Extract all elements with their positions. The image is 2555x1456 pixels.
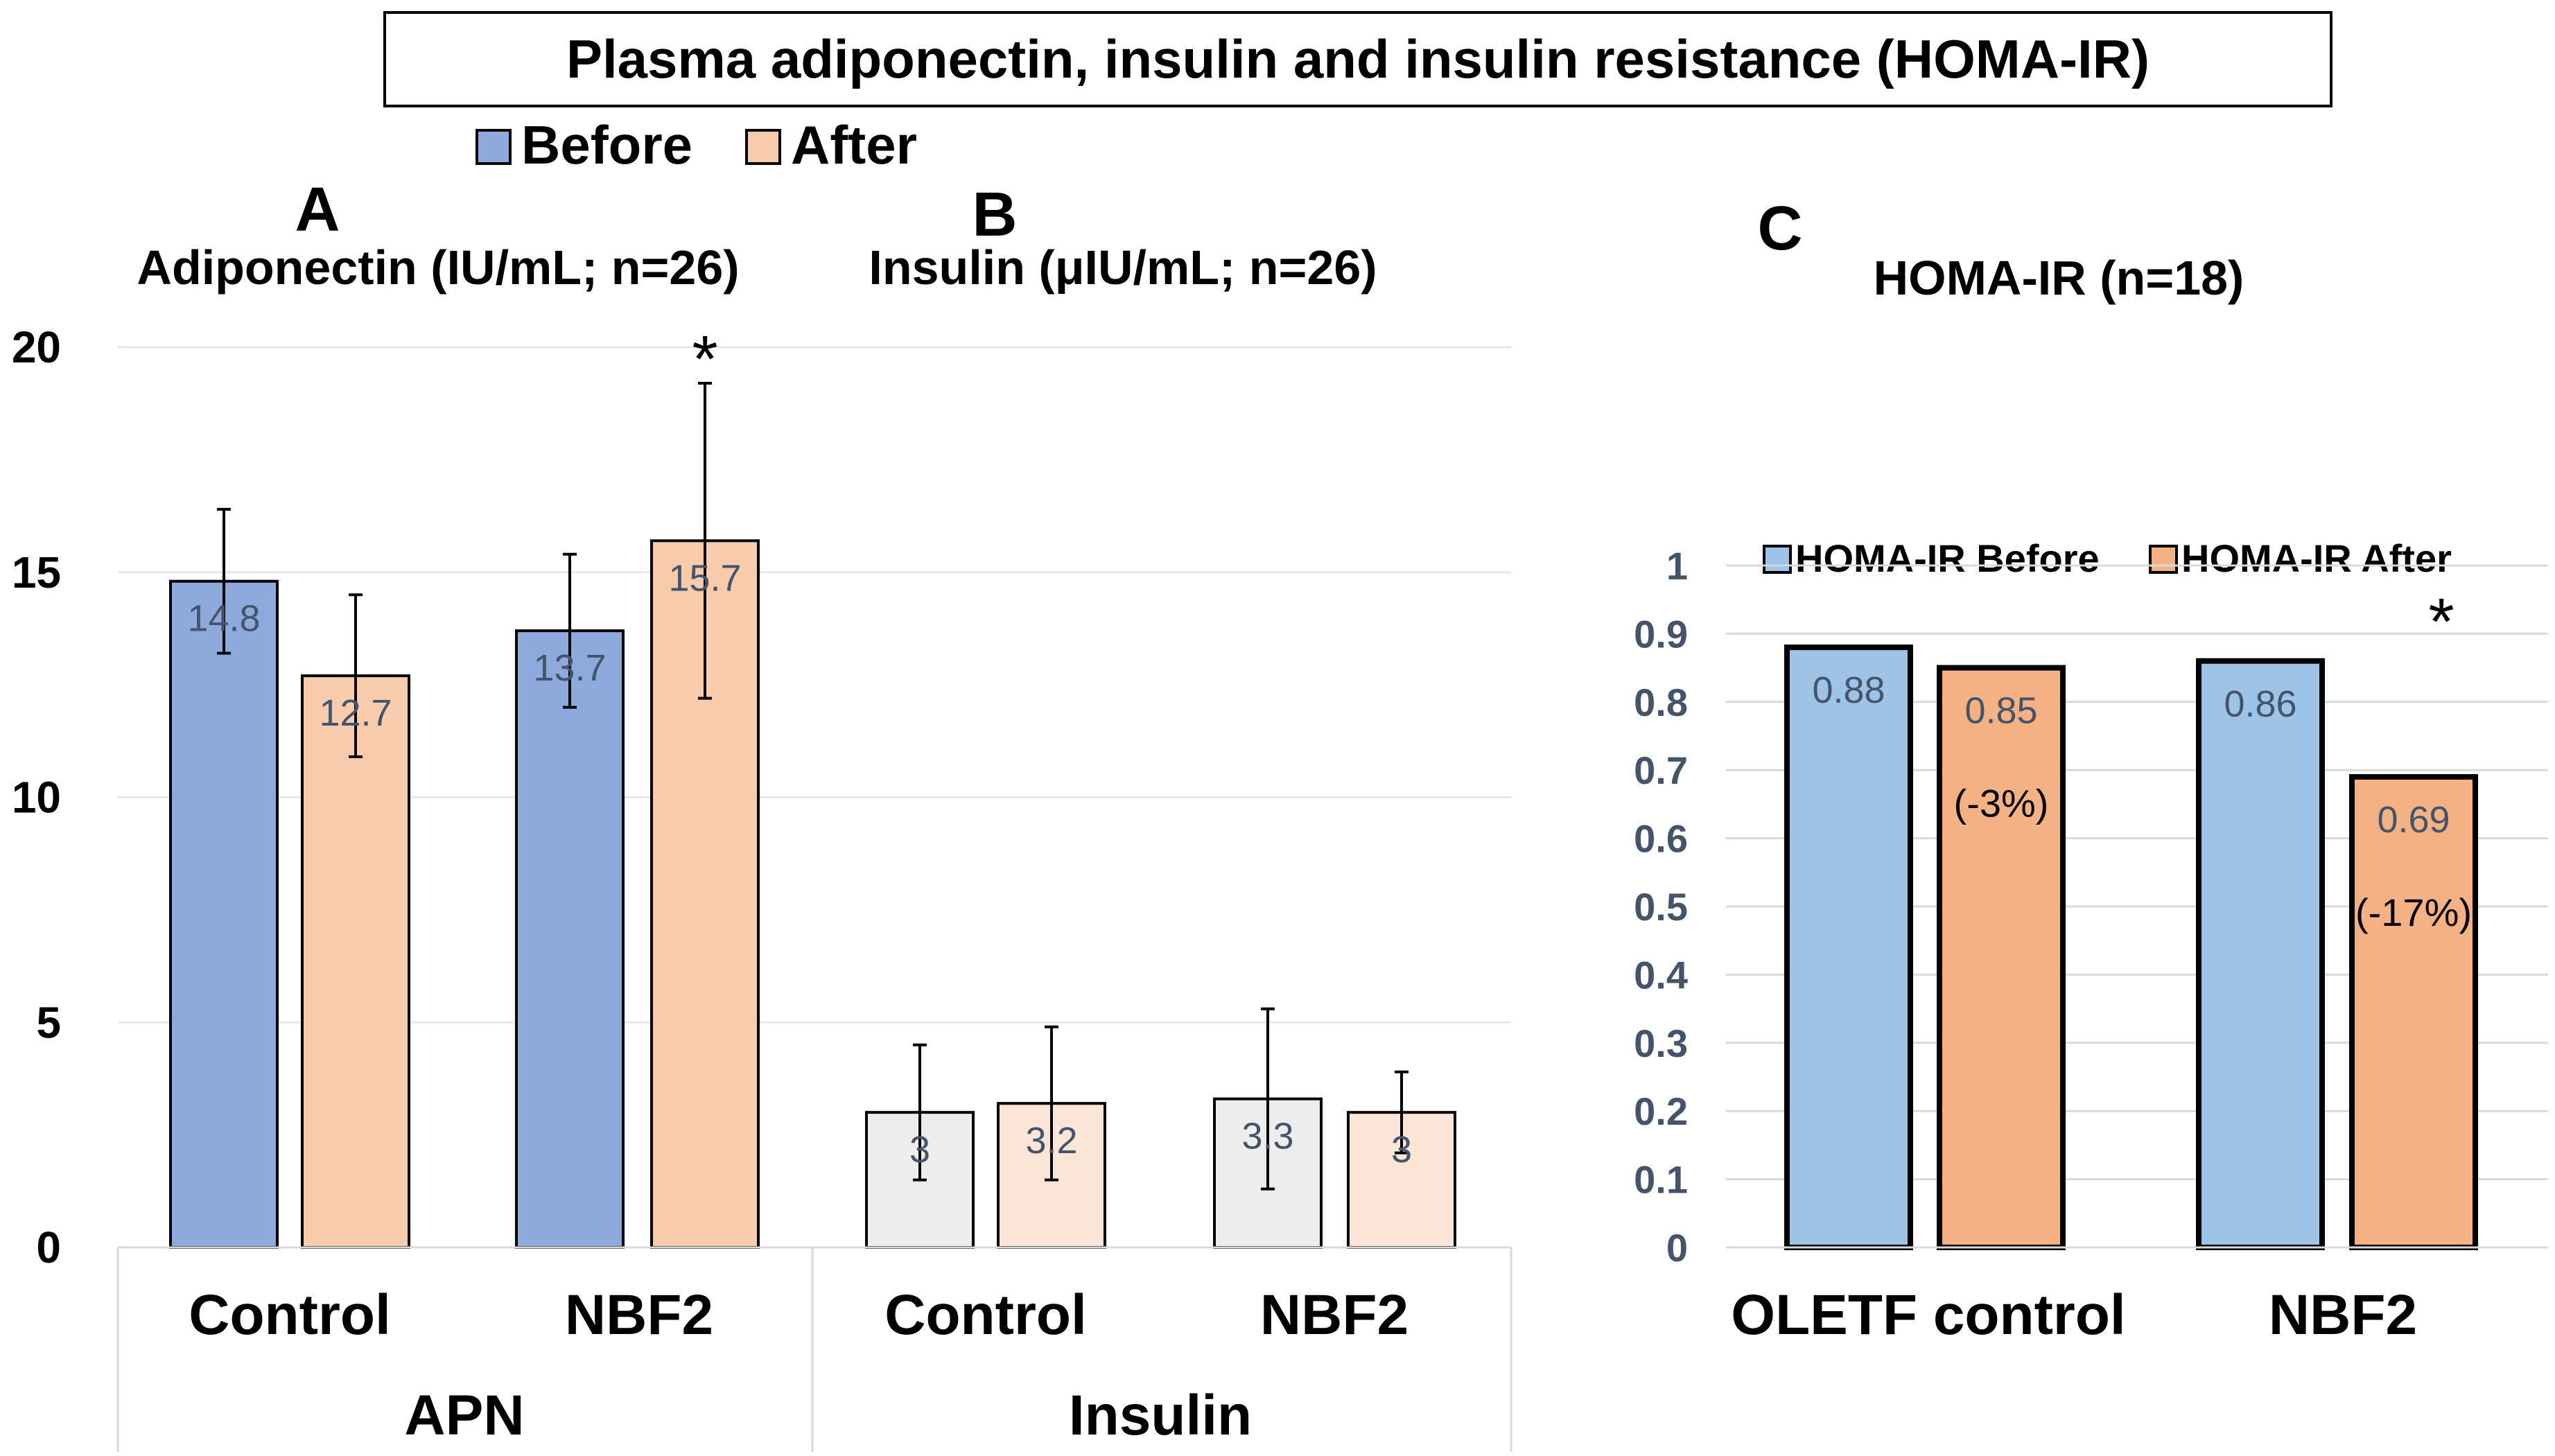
panel-b-letter: B	[973, 180, 1018, 249]
data-label: 12.7	[319, 692, 392, 734]
x-category-label: Control	[884, 1283, 1086, 1347]
bar-c-nbf2-before	[2196, 658, 2325, 1250]
y-tick-label-c: 0.6	[1634, 817, 1688, 861]
data-label: 3.3	[1241, 1116, 1293, 1157]
legend-c: HOMA-IR Before HOMA-IR After	[1763, 536, 2452, 580]
x-group-label: APN	[404, 1384, 524, 1447]
y-tick-label-c: 0.4	[1634, 953, 1688, 997]
title-box	[383, 11, 2332, 107]
y-tick-label-c: 0.2	[1634, 1089, 1688, 1133]
x-category-label: NBF2	[1260, 1283, 1409, 1347]
legend-homa-before-swatch	[1763, 545, 1792, 574]
data-label: 3.2	[1025, 1120, 1077, 1161]
y-tick-label-c: 0.3	[1634, 1021, 1688, 1065]
y-tick-label-ab: 15	[12, 547, 61, 597]
data-label: 0.85	[1964, 690, 2037, 732]
y-tick-label-c: 0.1	[1634, 1158, 1688, 1202]
legend-homa-after-swatch	[2149, 545, 2178, 574]
change-annotation: (-17%)	[2355, 891, 2472, 934]
bar-a-nbf2-before	[515, 629, 625, 1249]
x-category-label: OLETF control	[1731, 1283, 2125, 1347]
data-label: 0.69	[2377, 799, 2450, 841]
legend-before-label: Before	[521, 114, 692, 175]
x-category-label: Control	[189, 1283, 390, 1347]
data-label: 0.88	[1812, 669, 1885, 711]
legend-before-swatch	[476, 129, 512, 165]
legend-homa-before-label: HOMA-IR Before	[1795, 536, 2100, 580]
panel-c-subtitle: HOMA-IR (n=18)	[1874, 251, 2244, 305]
y-tick-label-ab: 0	[36, 1222, 61, 1272]
data-label: 14.8	[187, 598, 260, 640]
y-tick-label-c: 0.7	[1634, 748, 1688, 792]
y-tick-label-ab: 5	[36, 997, 61, 1047]
y-tick-label-c: 0.5	[1634, 885, 1688, 929]
data-label: 3	[909, 1129, 930, 1170]
figure-title: Plasma adiponectin, insulin and insulin …	[566, 28, 2149, 89]
bar-c-nbf2-after	[2349, 774, 2478, 1251]
panel-a-letter: A	[295, 175, 340, 245]
x-category-label: NBF2	[565, 1283, 713, 1347]
y-tick-label-ab: 10	[12, 773, 61, 823]
y-tick-label-c: 1	[1666, 544, 1688, 588]
panel-b-subtitle: Insulin (μIU/mL; n=26)	[869, 240, 1377, 295]
legend-ab: Before After	[476, 114, 917, 175]
bar-a-control-before	[169, 579, 279, 1249]
bar-b-nbf2-after	[1347, 1111, 1456, 1249]
y-tick-label-c: 0	[1666, 1226, 1688, 1270]
y-tick-label-c: 0.8	[1634, 681, 1688, 724]
panel-c-letter: C	[1758, 194, 1803, 263]
bar-c-control-after	[1937, 665, 2066, 1250]
data-label: 3	[1391, 1129, 1412, 1170]
change-annotation: (-3%)	[1954, 782, 2049, 825]
panel-a-subtitle: Adiponectin (IU/mL; n=26)	[137, 240, 739, 295]
data-label: 15.7	[668, 557, 741, 599]
y-tick-label-c: 0.9	[1634, 612, 1688, 656]
data-label: 13.7	[533, 647, 606, 689]
y-tick-label-ab: 20	[12, 322, 61, 372]
legend-after-label: After	[791, 114, 917, 175]
x-group-label: Insulin	[1069, 1384, 1252, 1447]
data-label: 0.86	[2224, 683, 2296, 725]
significance-mark: *	[692, 322, 717, 396]
significance-mark: *	[2428, 585, 2454, 659]
bar-c-control-before	[1784, 644, 1913, 1250]
bar-a-control-after	[301, 674, 410, 1249]
legend-homa-after-label: HOMA-IR After	[2181, 536, 2452, 580]
legend-after-swatch	[745, 129, 781, 165]
x-category-label: NBF2	[2269, 1283, 2417, 1347]
